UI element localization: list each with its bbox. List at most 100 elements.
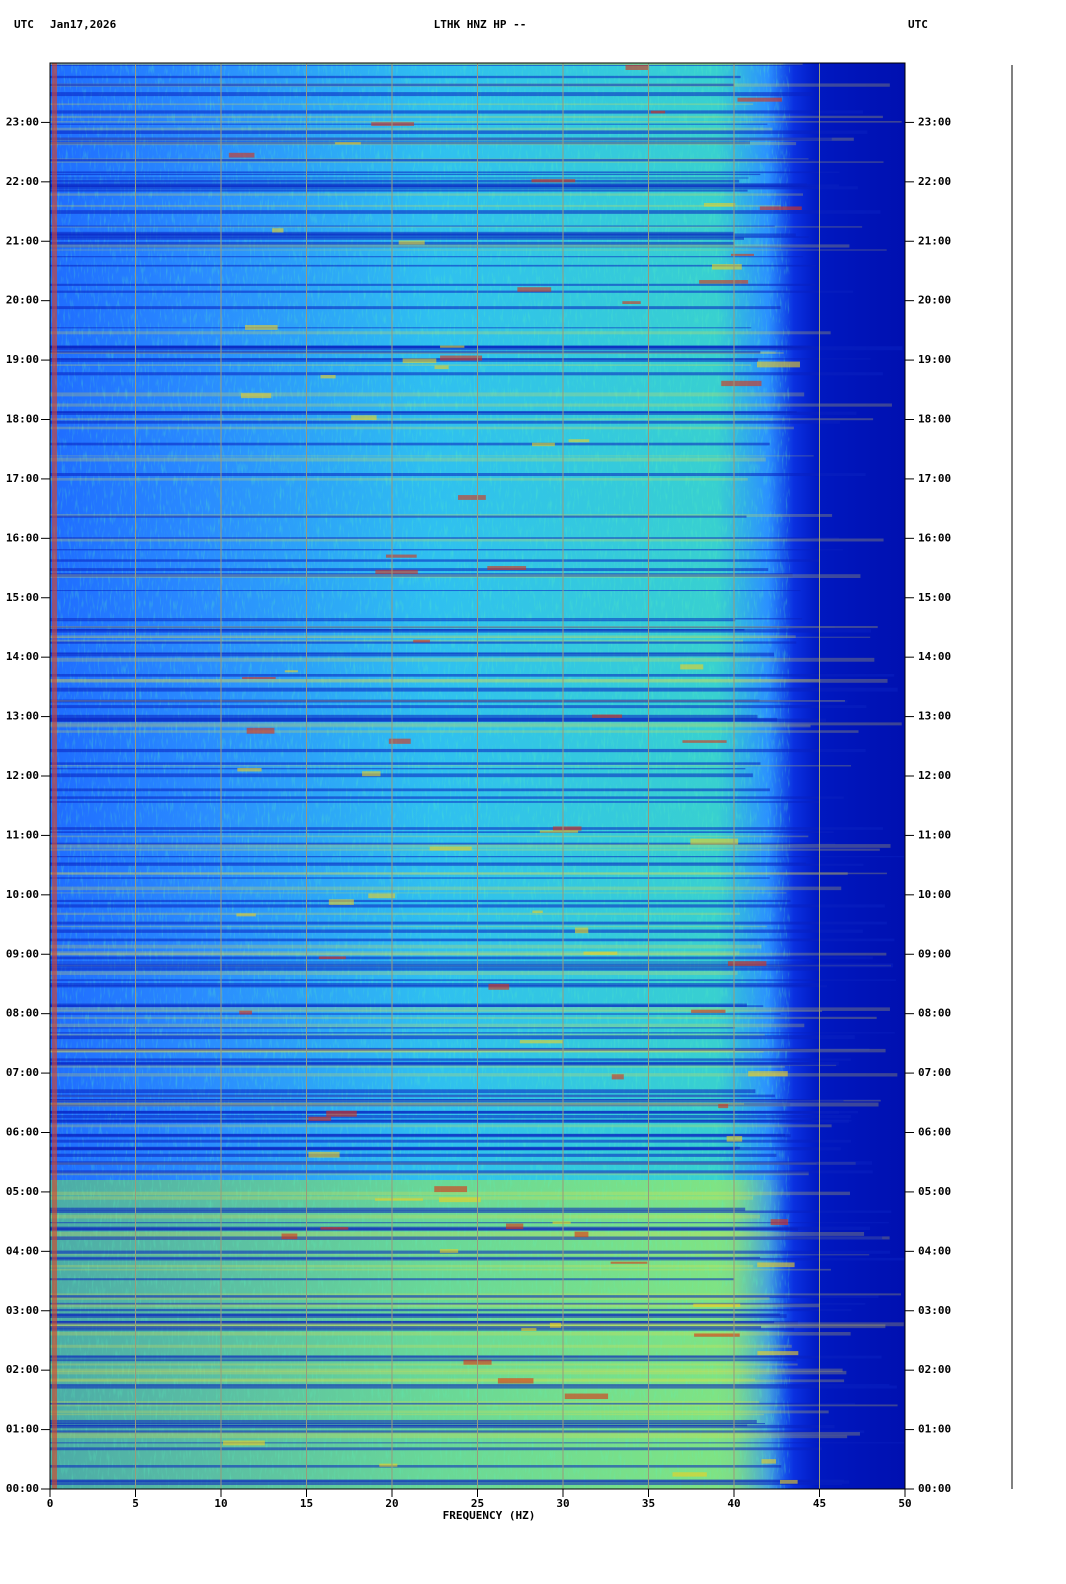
spectrogram-stripe — [50, 237, 745, 240]
x-tick-label: 40 — [727, 1497, 740, 1510]
spectrogram-stripe — [50, 1062, 809, 1065]
spectrogram-stripe — [50, 1293, 901, 1296]
spectrogram-spot — [691, 1009, 726, 1013]
spectrogram-spot — [517, 287, 552, 292]
y-tick-label: 14:00 — [918, 650, 951, 663]
spectrogram-stripe — [50, 963, 894, 968]
spectrogram-stripe — [50, 773, 753, 778]
spectrogram-stripe — [50, 142, 797, 146]
spectrogram-spot — [368, 893, 396, 899]
spectrogram-stripe — [50, 831, 834, 834]
spectrogram-stripe — [50, 1191, 850, 1196]
y-tick-label: 22:00 — [6, 175, 39, 188]
spectrogram-stripe — [50, 537, 840, 539]
spectrogram-stripe — [50, 1359, 797, 1362]
spectrogram-stripe — [50, 264, 817, 267]
spectrogram-stripe — [50, 1007, 890, 1011]
spectrogram-spot — [328, 899, 354, 905]
y-tick-label: 17:00 — [6, 472, 39, 485]
spectrogram-spot — [244, 325, 278, 330]
spectrogram-stripe — [50, 1264, 754, 1268]
spectrogram-stripe — [50, 210, 881, 214]
y-tick-label: 19:00 — [6, 353, 39, 366]
spectrogram-spot — [539, 830, 579, 833]
spectrogram-spot — [699, 280, 749, 284]
spectrogram-stripe — [50, 673, 895, 677]
spectrogram-stripe — [50, 161, 884, 163]
spectrogram-spot — [318, 956, 346, 960]
spectrogram-stripe — [50, 1073, 898, 1077]
spectrogram-stripe — [50, 179, 740, 183]
spectrogram-stripe — [50, 844, 891, 848]
spectrogram-stripe — [50, 872, 887, 875]
spectrogram-spot — [223, 1440, 265, 1446]
spectrogram-spot — [531, 442, 555, 447]
y-tick-label: 05:00 — [918, 1185, 951, 1198]
spectrogram-stripe — [50, 130, 868, 134]
spectrogram-stripe — [50, 1400, 760, 1404]
spectrogram-spot — [320, 374, 336, 379]
spectrogram-stripe — [50, 961, 810, 963]
spectrogram-stripe — [50, 1256, 761, 1259]
spectrogram-stripe — [50, 1119, 849, 1123]
spectrogram-stripe — [50, 158, 815, 162]
spectrogram-stripe — [50, 862, 807, 865]
spectrogram-stripe — [50, 121, 902, 123]
spectrogram-spot — [375, 569, 418, 574]
spectrogram-stripe — [50, 714, 758, 719]
spectrogram-spot — [703, 202, 736, 207]
y-tick-label: 06:00 — [6, 1126, 39, 1139]
y-tick-label: 02:00 — [6, 1363, 39, 1376]
spectrogram-spot — [779, 1479, 798, 1484]
x-tick-label: 35 — [642, 1497, 655, 1510]
spectrogram-stripe — [50, 477, 748, 481]
y-tick-label: 17:00 — [918, 472, 951, 485]
spectrogram-stripe — [50, 912, 740, 915]
spectrogram-stripe — [50, 283, 816, 286]
spectrogram-stripe — [50, 618, 803, 620]
spectrogram-spot — [440, 345, 465, 348]
y-tick-label: 21:00 — [6, 234, 39, 247]
spectrogram-spot — [308, 1116, 332, 1121]
spectrogram-stripe — [50, 1005, 764, 1007]
spectrogram-stripe — [50, 392, 805, 397]
spectrogram-spot — [761, 1459, 776, 1464]
spectrogram-stripe — [50, 921, 887, 925]
spectrogram-stripe — [50, 1254, 870, 1256]
spectrogram-spot — [521, 1328, 537, 1332]
spectrogram-stripe — [50, 473, 866, 477]
y-tick-label: 01:00 — [6, 1423, 39, 1436]
spectrogram-stripe — [50, 1268, 831, 1271]
spectrogram-spot — [228, 152, 255, 158]
spectrogram-spot — [718, 1104, 729, 1109]
spectrogram-stripe — [50, 765, 852, 767]
spectrogram-stripe — [50, 687, 898, 692]
spectrogram-stripe — [50, 1161, 873, 1165]
spectrogram-stripe — [50, 63, 803, 65]
spectrogram-stripe — [50, 1479, 844, 1482]
spectrogram-stripe — [50, 75, 741, 79]
y-tick-label: 10:00 — [918, 888, 951, 901]
y-tick-label: 13:00 — [6, 710, 39, 723]
x-tick-label: 30 — [556, 1497, 569, 1510]
y-tick-label: 07:00 — [6, 1066, 39, 1079]
spectrogram-stripe — [50, 768, 746, 770]
spectrogram-stripe — [50, 1430, 865, 1434]
spectrogram-stripe — [50, 1146, 740, 1150]
spectrogram-edge — [52, 63, 57, 1489]
spectrogram-spot — [375, 1198, 423, 1201]
spectrogram-stripe — [50, 1465, 782, 1468]
y-tick-label: 12:00 — [918, 769, 951, 782]
y-tick-label: 03:00 — [6, 1304, 39, 1317]
spectrogram-stripe — [50, 718, 827, 722]
spectrogram-stripe — [50, 1379, 845, 1383]
chart-title: LTHK HNZ HP -- — [434, 18, 527, 31]
spectrogram-stripe — [50, 141, 750, 145]
spectrogram-stripe — [50, 1413, 764, 1416]
spectrogram-stripe — [50, 985, 828, 988]
spectrogram-spot — [440, 355, 483, 361]
spectrogram-stripe — [50, 204, 781, 207]
spectrogram-stripe — [50, 110, 864, 114]
spectrogram-spot — [672, 1472, 707, 1477]
spectrogram-stripe — [50, 1344, 792, 1348]
